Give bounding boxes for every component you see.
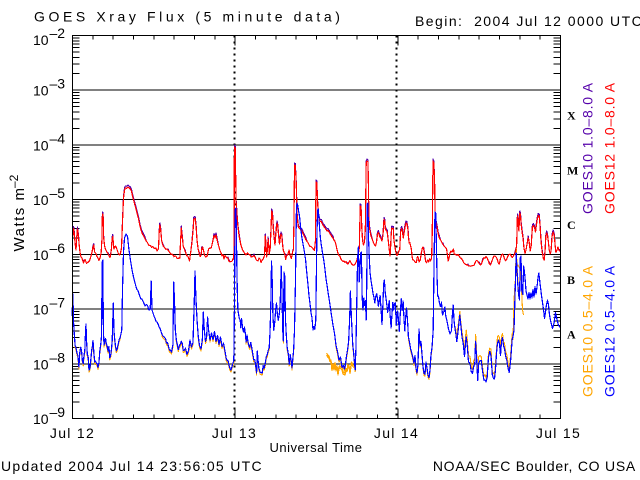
- svg-text:–5: –5: [50, 185, 66, 201]
- svg-text:Jul 13: Jul 13: [212, 425, 257, 441]
- svg-text:Updated 2004 Jul 14 23:56:05 U: Updated 2004 Jul 14 23:56:05 UTC: [1, 458, 263, 474]
- svg-text:–6: –6: [50, 240, 66, 256]
- svg-text:10: 10: [33, 302, 49, 318]
- svg-text:C: C: [567, 218, 576, 232]
- svg-text:–2: –2: [50, 25, 66, 41]
- svg-text:–2: –2: [7, 174, 21, 188]
- svg-text:–8: –8: [50, 349, 66, 365]
- svg-text:–4: –4: [50, 130, 66, 146]
- svg-text:–9: –9: [50, 404, 66, 420]
- svg-text:10: 10: [33, 83, 49, 99]
- svg-text:10: 10: [33, 192, 49, 208]
- svg-text:10: 10: [33, 356, 49, 372]
- svg-text:Jul 12: Jul 12: [50, 425, 95, 441]
- svg-text:Watts m: Watts m: [11, 187, 28, 252]
- svg-text:10: 10: [33, 137, 49, 153]
- svg-text:GOES12 0.5–4.0 A: GOES12 0.5–4.0 A: [602, 265, 618, 397]
- svg-text:10: 10: [33, 32, 49, 48]
- svg-text:10: 10: [33, 247, 49, 263]
- svg-text:X: X: [567, 109, 576, 123]
- svg-text:GOES Xray Flux (5 minute data): GOES Xray Flux (5 minute data): [34, 9, 344, 25]
- svg-text:Jul 14: Jul 14: [374, 425, 419, 441]
- svg-text:A: A: [567, 328, 576, 342]
- svg-text:GOES12 1.0–8.0 A: GOES12 1.0–8.0 A: [602, 82, 618, 214]
- svg-text:Jul 15: Jul 15: [536, 425, 581, 441]
- svg-text:GOES10 1.0–8.0 A: GOES10 1.0–8.0 A: [580, 82, 596, 214]
- svg-text:Begin: 2004 Jul 12 0000 UTC: Begin: 2004 Jul 12 0000 UTC: [415, 13, 640, 29]
- svg-text:M: M: [567, 163, 578, 177]
- svg-text:GOES10 0.5–4.0 A: GOES10 0.5–4.0 A: [580, 265, 596, 397]
- svg-text:–3: –3: [50, 76, 66, 92]
- svg-text:–7: –7: [50, 295, 66, 311]
- svg-text:Universal Time: Universal Time: [270, 440, 363, 455]
- svg-text:B: B: [567, 273, 575, 287]
- svg-text:10: 10: [33, 411, 49, 427]
- svg-text:NOAA/SEC Boulder, CO USA: NOAA/SEC Boulder, CO USA: [433, 458, 636, 474]
